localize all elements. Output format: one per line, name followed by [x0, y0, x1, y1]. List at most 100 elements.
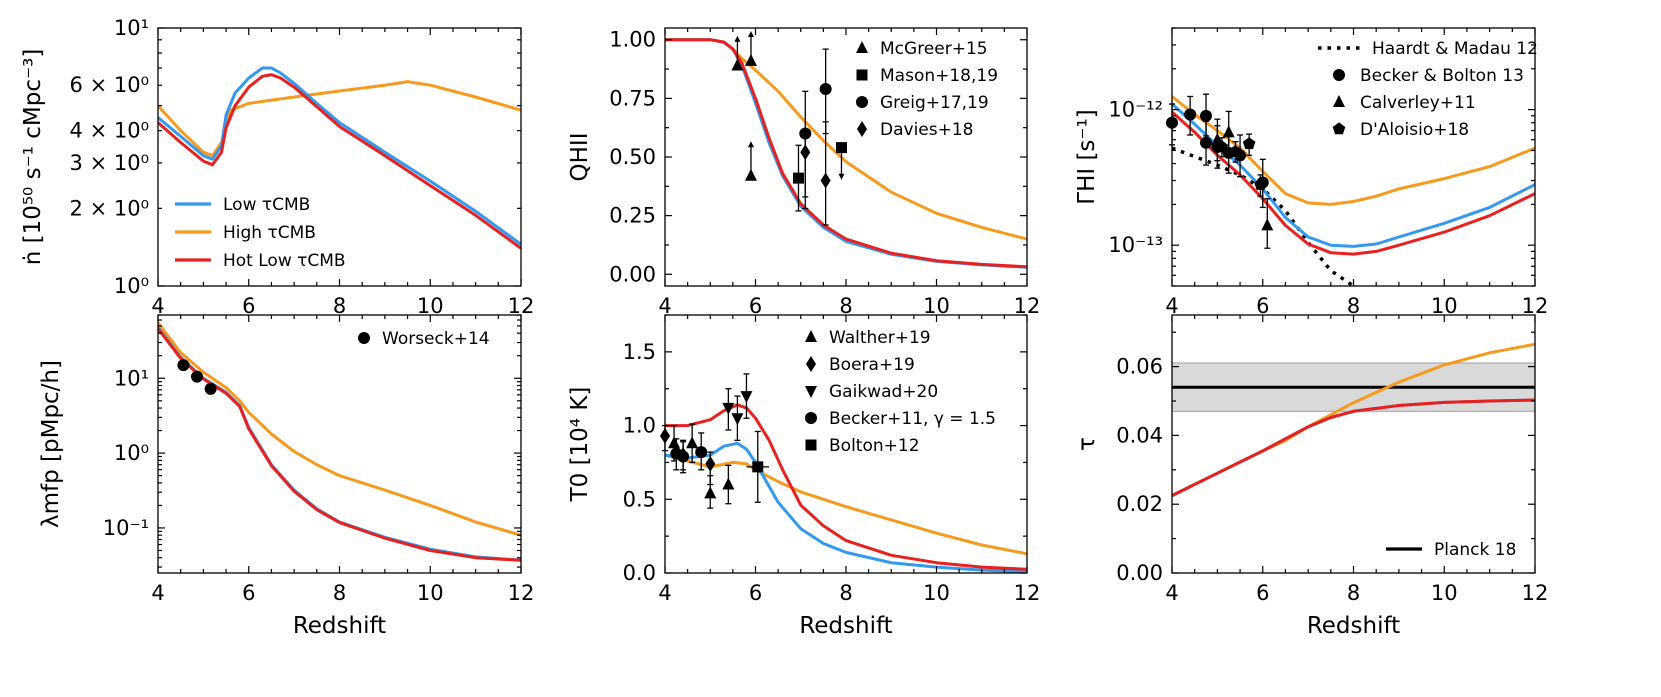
series-line-high-cmb [1172, 95, 1535, 206]
y-tick-label: 3 × 10⁰ [70, 151, 149, 175]
legend-label: Mason+18,19 [880, 66, 998, 86]
data-point-circle [1200, 136, 1213, 149]
data-point-triangle [744, 53, 757, 66]
series-line-low-cmb [665, 441, 1027, 573]
legend: Walther+19 Boera+19 Gaikwad+20 Becker+11, γ… [805, 328, 996, 456]
x-axis: 4 6 8 10 12 [658, 28, 1040, 318]
y-tick-label: 0.75 [609, 86, 656, 110]
legend-marker-circle [358, 332, 370, 344]
legend-label: Boera+19 [829, 355, 915, 375]
data-point-pentagon [1254, 178, 1267, 190]
data-point-triangle [668, 436, 681, 449]
limit-arrow [747, 141, 754, 148]
limit-arrow [734, 35, 741, 42]
x-tick-label: 6 [1256, 581, 1269, 605]
data-points [1166, 93, 1274, 249]
data-point-triangle [686, 436, 699, 449]
x-tick-label: 4 [658, 581, 671, 605]
x-axis: 4 6 8 10 12 Redshift [151, 315, 534, 639]
series-line-low-cmb [1172, 102, 1535, 248]
series-line-low-cmb [158, 326, 521, 562]
x-tick-label: 4 [1165, 581, 1178, 605]
x-tick-label: 10 [1431, 581, 1458, 605]
series-line-hot-low-cmb [665, 403, 1027, 571]
data-point-diamond [820, 172, 831, 189]
x-tick-label: 8 [1347, 294, 1360, 318]
legend-marker-square [856, 69, 868, 81]
x-axis: 4 6 8 10 12 [1165, 28, 1548, 318]
legend: Haardt & Madau 12 Becker & Bolton 13 Calve… [1318, 39, 1538, 140]
legend-label: Walther+19 [829, 328, 931, 348]
y-tick-label: 0.25 [609, 204, 656, 228]
data-point-triangle [1222, 125, 1235, 138]
series-line-hot-low-cmb [158, 73, 521, 250]
series-group [158, 321, 521, 562]
legend-marker-diamond [806, 356, 816, 372]
series-group [665, 403, 1027, 573]
x-tick-label: 10 [1431, 294, 1458, 318]
panel-p4: 4 6 8 10 12 Redshift 10⁻¹ 10⁰ 10¹ λmfp [pMpc/h] Wo… [38, 314, 534, 639]
x-tick-label: 4 [658, 294, 671, 318]
x-tick-label: 8 [333, 581, 346, 605]
series-group [158, 66, 521, 250]
y-tick-label: 10⁻¹² [1108, 98, 1163, 122]
y-tick-label: 4 × 10⁰ [70, 119, 149, 143]
x-tick-label: 6 [749, 294, 762, 318]
legend-label: Bolton+12 [829, 436, 920, 456]
y-tick-label: 1.0 [623, 414, 656, 438]
y-tick-label: 0.02 [1116, 492, 1163, 516]
legend-label: Becker+11, γ = 1.5 [829, 409, 996, 429]
data-point-square [752, 461, 764, 473]
data-point-triangle [731, 58, 744, 71]
x-axis-label: Redshift [1307, 613, 1400, 639]
legend-marker-circle [805, 412, 817, 424]
series-line-hot-low-cmb [665, 38, 1027, 269]
legend-marker-tridown [805, 386, 817, 398]
x-axis: 4 6 8 10 12 Redshift [658, 315, 1040, 639]
y-axis: 0.00 0.02 0.04 0.06 τ [1074, 331, 1535, 585]
axes-frame [157, 314, 522, 574]
legend: Planck 18 [1386, 540, 1516, 560]
y-axis: 0.0 0.5 1.0 1.5 T0 [10⁴ K] [567, 314, 1027, 585]
legend-label: D'Aloisio+18 [1360, 120, 1469, 140]
x-tick-label: 8 [333, 294, 346, 318]
data-point-square [792, 172, 804, 184]
legend-marker-circle [856, 96, 868, 108]
data-point-circle [819, 82, 832, 95]
data-point-pentagon [1242, 137, 1256, 150]
series-line-hot-low-cmb [1172, 110, 1535, 256]
y-axis: 10⁻¹³ 10⁻¹² ΓHI [s⁻¹] [1074, 27, 1535, 287]
data-points [731, 31, 847, 226]
legend-label: Worseck+14 [382, 329, 490, 349]
data-point-diamond [800, 144, 811, 161]
data-point-triangle [704, 486, 717, 499]
x-tick-label: 6 [749, 581, 762, 605]
data-point-tridown [740, 391, 753, 404]
y-tick-label: 10¹ [114, 366, 149, 390]
x-tick-label: 10 [417, 294, 444, 318]
x-tick-label: 10 [923, 294, 950, 318]
y-tick-label: 0.06 [1116, 355, 1163, 379]
data-point-square [835, 142, 847, 154]
x-tick-label: 4 [151, 581, 164, 605]
x-tick-label: 10 [417, 581, 444, 605]
limit-arrow [838, 173, 845, 180]
data-point-triangle [1261, 218, 1274, 231]
legend: Worseck+14 [358, 329, 490, 349]
y-axis-label: ΓHI [s⁻¹] [1074, 109, 1100, 205]
data-point-triangle [722, 477, 735, 490]
data-point-pentagon [1229, 145, 1242, 157]
y-axis: 0.00 0.25 0.50 0.75 1.00 QHII [567, 28, 1027, 286]
x-tick-label: 6 [242, 581, 255, 605]
panel-p3: 4 6 8 10 12 10⁻¹³ 10⁻¹² ΓHI [s⁻¹] Haardt & Madau… [1074, 27, 1548, 318]
x-tick-label: 12 [1522, 581, 1549, 605]
y-axis-label: τ [1074, 437, 1100, 451]
y-axis-label: T0 [10⁴ K] [567, 387, 593, 503]
data-point-diamond [705, 455, 716, 472]
x-tick-label: 12 [508, 581, 535, 605]
y-tick-label: 10⁻¹ [103, 516, 149, 540]
y-axis: 10⁻¹ 10⁰ 10¹ λmfp [pMpc/h] [38, 314, 521, 568]
x-axis: 4 6 8 10 12 [151, 28, 534, 318]
legend-marker-pentagon [1332, 122, 1346, 135]
